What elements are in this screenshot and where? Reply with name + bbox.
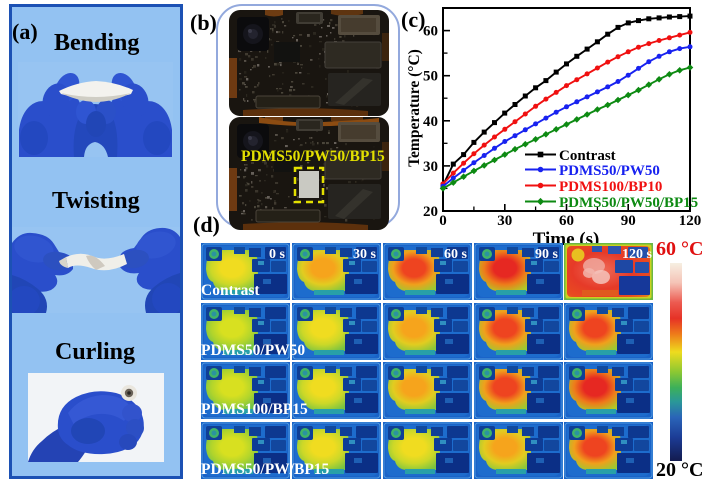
svg-text:20: 20	[423, 204, 438, 220]
svg-text:0: 0	[439, 213, 447, 229]
svg-text:90: 90	[621, 213, 636, 229]
svg-text:PDMS100/BP10: PDMS100/BP10	[559, 179, 662, 195]
svg-text:60: 60	[559, 213, 574, 229]
svg-text:50: 50	[423, 69, 438, 85]
svg-text:40: 40	[423, 114, 438, 130]
svg-text:120: 120	[679, 213, 702, 229]
svg-text:30: 30	[497, 213, 512, 229]
svg-text:Temperature (°C): Temperature (°C)	[406, 49, 423, 167]
svg-text:30: 30	[423, 159, 438, 175]
svg-text:60: 60	[423, 24, 438, 40]
svg-text:PDMS50/PW50/BP15: PDMS50/PW50/BP15	[241, 148, 385, 165]
svg-text:PDMS50/PW50: PDMS50/PW50	[559, 163, 660, 179]
svg-text:Contrast: Contrast	[559, 148, 616, 164]
svg-text:PDMS50/PW50/BP15: PDMS50/PW50/BP15	[559, 195, 698, 211]
